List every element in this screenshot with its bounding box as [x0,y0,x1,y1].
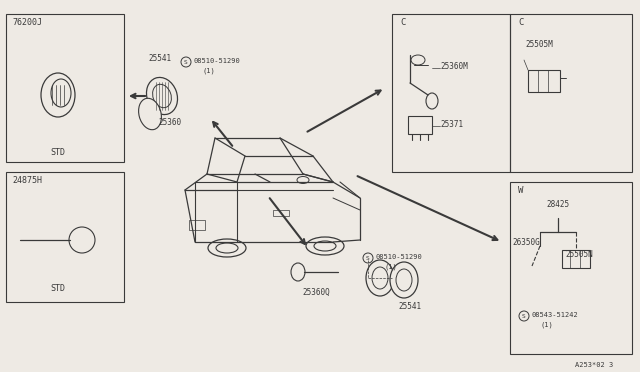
Text: (1): (1) [202,68,215,74]
Text: 25360Q: 25360Q [302,288,330,297]
Text: C: C [400,18,405,27]
Text: S: S [522,314,526,319]
Bar [6,14,124,162]
Text: 25371: 25371 [440,120,463,129]
Text: STD: STD [51,284,65,293]
Text: 28425: 28425 [546,200,569,209]
Ellipse shape [152,84,172,108]
Ellipse shape [139,98,161,130]
Text: STD: STD [51,148,65,157]
Ellipse shape [216,243,238,253]
Text: 25505M: 25505M [525,40,553,49]
Text: 08510-51290: 08510-51290 [376,254,423,260]
Text: 25505N: 25505N [565,250,593,259]
Text: 08510-51290: 08510-51290 [194,58,241,64]
Text: A253*02 3: A253*02 3 [575,362,613,368]
Bar [273,210,289,216]
Text: 76200J: 76200J [12,18,42,27]
Bar [510,182,632,354]
Text: 25360: 25360 [158,118,181,127]
Bar [6,172,124,302]
Text: S: S [366,256,370,261]
Text: S: S [184,60,188,65]
Text: 25360M: 25360M [440,62,468,71]
Text: W: W [518,186,524,195]
Text: (1): (1) [385,264,397,270]
Ellipse shape [147,77,177,115]
Text: 26350G: 26350G [512,238,540,247]
Text: 24875H: 24875H [12,176,42,185]
Text: 08543-51242: 08543-51242 [532,312,579,318]
Ellipse shape [314,241,336,251]
Text: 25541: 25541 [148,54,171,63]
Text: C: C [518,18,524,27]
Ellipse shape [291,263,305,281]
Bar [189,220,205,230]
Ellipse shape [390,262,418,298]
Bar [510,14,632,172]
Ellipse shape [208,239,246,257]
Bar [408,116,432,134]
Ellipse shape [372,267,388,289]
Bar [392,14,510,172]
Ellipse shape [306,237,344,255]
Ellipse shape [396,269,412,291]
Bar [562,250,590,268]
Text: 25541: 25541 [398,302,421,311]
Text: (1): (1) [540,322,553,328]
Ellipse shape [366,260,394,296]
Bar [528,70,560,92]
